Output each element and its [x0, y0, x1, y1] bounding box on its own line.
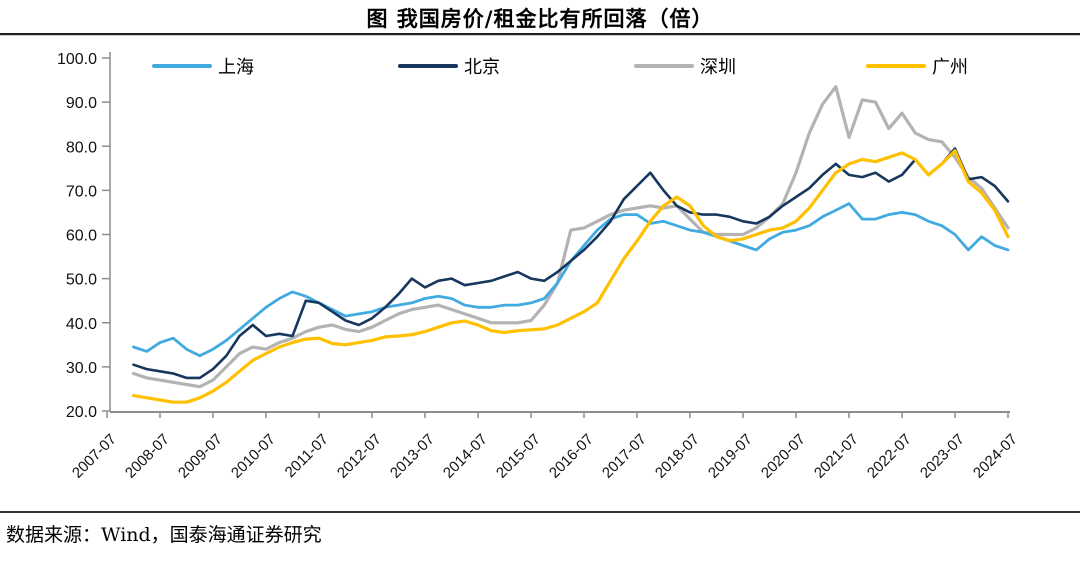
series-line-广州 [131, 149, 1010, 404]
x-tick-label: 2015-07 [493, 431, 544, 482]
y-tick-label: 20.0 [66, 404, 97, 421]
source-text: 数据来源：Wind，国泰海通证券研究 [6, 524, 322, 546]
series-line-深圳 [131, 85, 1010, 389]
x-tick-label: 2018-07 [652, 431, 703, 482]
x-tick-label: 2014-07 [440, 431, 491, 482]
x-tick-label: 2020-07 [758, 431, 809, 482]
x-tick-label: 2022-07 [864, 431, 915, 482]
title-divider [0, 33, 1080, 36]
y-tick-label: 100.0 [57, 51, 97, 68]
x-tick-label: 2009-07 [175, 431, 226, 482]
y-tick-label: 60.0 [66, 228, 97, 245]
x-tick-label: 2012-07 [334, 431, 385, 482]
y-tick-label: 50.0 [66, 272, 97, 289]
x-tick-label: 2019-07 [705, 431, 756, 482]
series-line-北京 [132, 147, 1010, 380]
x-tick-label: 2008-07 [122, 431, 173, 482]
series-line-上海 [132, 202, 1010, 358]
y-tick-label: 30.0 [66, 360, 97, 377]
y-tick-label: 40.0 [66, 316, 97, 333]
x-tick-label: 2021-07 [811, 431, 862, 482]
source-divider [0, 511, 1080, 513]
y-tick-label: 70.0 [66, 183, 97, 200]
x-tick-label: 2017-07 [599, 431, 650, 482]
x-tick-label: 2024-07 [970, 431, 1021, 482]
y-tick-label: 80.0 [66, 139, 97, 156]
x-tick-label: 2007-07 [69, 431, 120, 482]
y-tick-label: 90.0 [66, 95, 97, 112]
x-tick-label: 2010-07 [228, 431, 279, 482]
chart-title: 图 我国房价/租金比有所回落（倍） [366, 6, 714, 31]
x-tick-label: 2011-07 [282, 431, 332, 481]
x-tick-label: 2023-07 [917, 431, 968, 482]
x-tick-label: 2016-07 [546, 431, 597, 482]
x-tick-label: 2013-07 [387, 431, 438, 482]
